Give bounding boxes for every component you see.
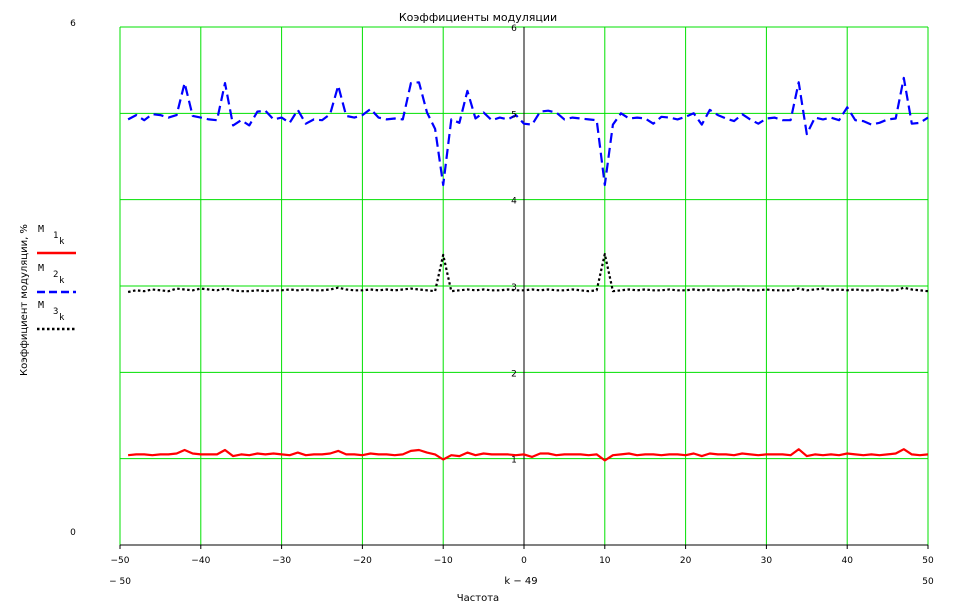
axes: [119, 27, 929, 549]
legend-subscript: 2: [53, 270, 58, 280]
y-tick-label: 1: [511, 456, 517, 466]
x-tick-label: 40: [841, 556, 853, 566]
tick-labels: −50 −40 −30 −20 −10 0 10 20 30 40 50 1 2 3 4 5 6: [111, 24, 934, 566]
legend-symbol: M: [38, 300, 44, 311]
x-tick-label: −10: [434, 556, 453, 566]
x-range-min-label: − 50: [109, 577, 131, 587]
y-axis-label: Коэффициент модуляции, %: [19, 224, 30, 376]
series-line-2: [127, 76, 929, 187]
y-tick-label: 4: [511, 197, 517, 207]
legend-index: k: [59, 237, 65, 247]
x-range-max-label: 50: [922, 577, 934, 587]
x-tick-label: −40: [191, 556, 210, 566]
y-tick-label: 6: [511, 24, 517, 34]
y-tick-label: 2: [511, 369, 517, 379]
y-range-max-label: 6: [70, 19, 76, 29]
x-tick-label: 30: [761, 556, 773, 566]
chart-title: Коэффициенты модуляции: [399, 11, 557, 24]
y-range-min-label: 0: [70, 528, 76, 538]
x-tick-label: 20: [680, 556, 692, 566]
x-expression-label: k − 49: [504, 576, 537, 587]
series-line-1: [127, 448, 929, 462]
legend-subscript: 3: [53, 307, 58, 317]
legend-index: k: [59, 313, 65, 323]
x-tick-label: 0: [521, 556, 527, 566]
x-axis-label: Частота: [457, 593, 499, 604]
legend-symbol: M: [38, 263, 44, 274]
series-line-3: [127, 253, 929, 294]
y-tick-label: 5: [511, 110, 517, 120]
y-tick-label: 3: [511, 283, 517, 293]
x-tick-label: 10: [599, 556, 611, 566]
x-tick-label: −30: [272, 556, 291, 566]
legend-index: k: [59, 276, 65, 286]
x-tick-label: 50: [922, 556, 934, 566]
series-layer: [127, 76, 929, 462]
legend-symbol: M: [38, 224, 44, 235]
x-tick-label: −50: [111, 556, 130, 566]
x-tick-label: −20: [353, 556, 372, 566]
legend-subscript: 1: [53, 231, 58, 241]
